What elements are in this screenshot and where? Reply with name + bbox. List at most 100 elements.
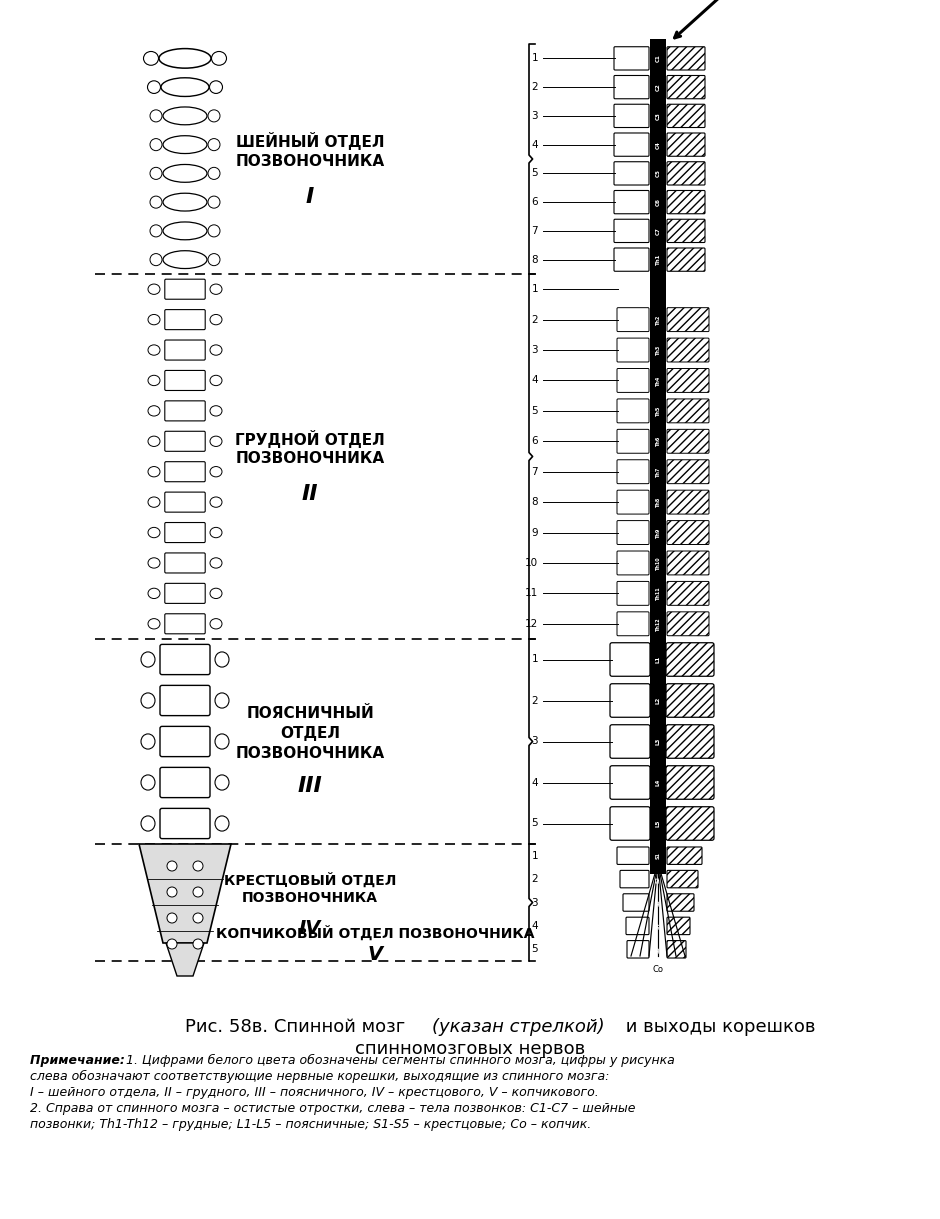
Text: C7: C7 (655, 227, 661, 235)
Text: 2: 2 (531, 82, 538, 93)
Ellipse shape (215, 692, 229, 708)
FancyBboxPatch shape (667, 368, 709, 393)
FancyBboxPatch shape (667, 460, 709, 484)
FancyBboxPatch shape (626, 917, 649, 935)
FancyBboxPatch shape (610, 684, 650, 717)
Ellipse shape (163, 107, 207, 124)
Text: L5: L5 (655, 820, 661, 828)
FancyBboxPatch shape (160, 645, 210, 674)
Circle shape (167, 939, 177, 950)
FancyBboxPatch shape (610, 807, 650, 840)
Text: Th7: Th7 (655, 467, 661, 477)
Ellipse shape (208, 196, 220, 208)
Ellipse shape (148, 528, 160, 538)
Ellipse shape (159, 49, 211, 68)
Text: I – шейного отдела, II – грудного, III – поясничного, IV – крестцового, V – копч: I – шейного отдела, II – грудного, III –… (30, 1086, 599, 1100)
Text: 11: 11 (525, 589, 538, 599)
Ellipse shape (163, 222, 207, 240)
FancyBboxPatch shape (617, 429, 649, 453)
Ellipse shape (215, 775, 229, 790)
FancyBboxPatch shape (617, 551, 649, 575)
Ellipse shape (141, 652, 155, 667)
FancyBboxPatch shape (667, 490, 709, 514)
Ellipse shape (210, 406, 222, 416)
Ellipse shape (148, 558, 160, 568)
FancyBboxPatch shape (160, 808, 210, 839)
FancyBboxPatch shape (614, 190, 649, 213)
Text: 8: 8 (531, 255, 538, 265)
FancyBboxPatch shape (160, 685, 210, 716)
Ellipse shape (208, 139, 220, 151)
Text: 3: 3 (531, 736, 538, 746)
FancyBboxPatch shape (666, 807, 714, 840)
FancyBboxPatch shape (667, 46, 705, 69)
Text: 4: 4 (531, 778, 538, 787)
FancyBboxPatch shape (610, 766, 650, 800)
FancyBboxPatch shape (614, 105, 649, 128)
Circle shape (193, 939, 203, 950)
FancyBboxPatch shape (164, 584, 205, 603)
FancyBboxPatch shape (667, 521, 709, 545)
Circle shape (167, 887, 177, 897)
FancyBboxPatch shape (667, 917, 690, 935)
FancyBboxPatch shape (164, 279, 205, 299)
Text: C3: C3 (655, 112, 661, 119)
Text: спинномозговых нервов: спинномозговых нервов (355, 1040, 585, 1058)
Text: 2. Справа от спинного мозга – остистые отростки, слева – тела позвонков: C1-C7 –: 2. Справа от спинного мозга – остистые о… (30, 1102, 635, 1115)
Text: L2: L2 (655, 697, 661, 705)
Ellipse shape (215, 734, 229, 750)
Text: КРЕСТЦОВЫЙ ОТДЕЛ: КРЕСТЦОВЫЙ ОТДЕЛ (224, 873, 396, 889)
Ellipse shape (150, 139, 162, 151)
Ellipse shape (148, 497, 160, 507)
Text: ПОЗВОНОЧНИКА: ПОЗВОНОЧНИКА (235, 154, 384, 168)
Polygon shape (139, 844, 231, 944)
FancyBboxPatch shape (667, 219, 705, 243)
FancyBboxPatch shape (164, 371, 205, 390)
Text: IV: IV (299, 919, 321, 937)
FancyBboxPatch shape (614, 247, 649, 272)
Ellipse shape (148, 315, 160, 324)
FancyBboxPatch shape (164, 432, 205, 451)
FancyBboxPatch shape (614, 219, 649, 243)
Circle shape (193, 913, 203, 923)
Ellipse shape (215, 816, 229, 831)
FancyBboxPatch shape (667, 941, 686, 958)
Text: II: II (302, 484, 319, 505)
Text: Th3: Th3 (655, 345, 661, 355)
Text: Th9: Th9 (655, 528, 661, 538)
Circle shape (193, 887, 203, 897)
Ellipse shape (148, 375, 160, 385)
Text: III: III (298, 775, 322, 796)
FancyBboxPatch shape (617, 847, 649, 864)
Ellipse shape (163, 135, 207, 154)
FancyBboxPatch shape (617, 581, 649, 606)
Text: I: I (306, 187, 314, 207)
Text: L1: L1 (655, 656, 661, 663)
Text: Рис. 58в. Спинной мозг: Рис. 58в. Спинной мозг (185, 1018, 411, 1036)
Text: 6: 6 (531, 197, 538, 207)
FancyBboxPatch shape (617, 460, 649, 484)
Ellipse shape (163, 251, 207, 268)
Text: S3: S3 (655, 900, 661, 906)
Ellipse shape (148, 80, 161, 94)
Ellipse shape (150, 110, 162, 122)
FancyBboxPatch shape (610, 725, 650, 758)
Text: 4: 4 (531, 375, 538, 385)
Text: 1: 1 (531, 851, 538, 861)
FancyBboxPatch shape (667, 551, 709, 575)
Text: 5: 5 (531, 168, 538, 178)
Text: C5: C5 (655, 169, 661, 177)
Text: 2: 2 (531, 696, 538, 706)
Text: S4: S4 (655, 923, 661, 929)
Text: 4: 4 (531, 140, 538, 150)
FancyBboxPatch shape (667, 76, 705, 99)
FancyBboxPatch shape (614, 76, 649, 99)
FancyBboxPatch shape (667, 894, 694, 912)
FancyBboxPatch shape (164, 462, 205, 482)
Circle shape (167, 861, 177, 872)
FancyBboxPatch shape (666, 684, 714, 717)
Text: 1: 1 (531, 54, 538, 63)
Text: (указан стрелкой): (указан стрелкой) (432, 1018, 604, 1036)
Text: 3: 3 (531, 345, 538, 355)
FancyBboxPatch shape (617, 399, 649, 423)
